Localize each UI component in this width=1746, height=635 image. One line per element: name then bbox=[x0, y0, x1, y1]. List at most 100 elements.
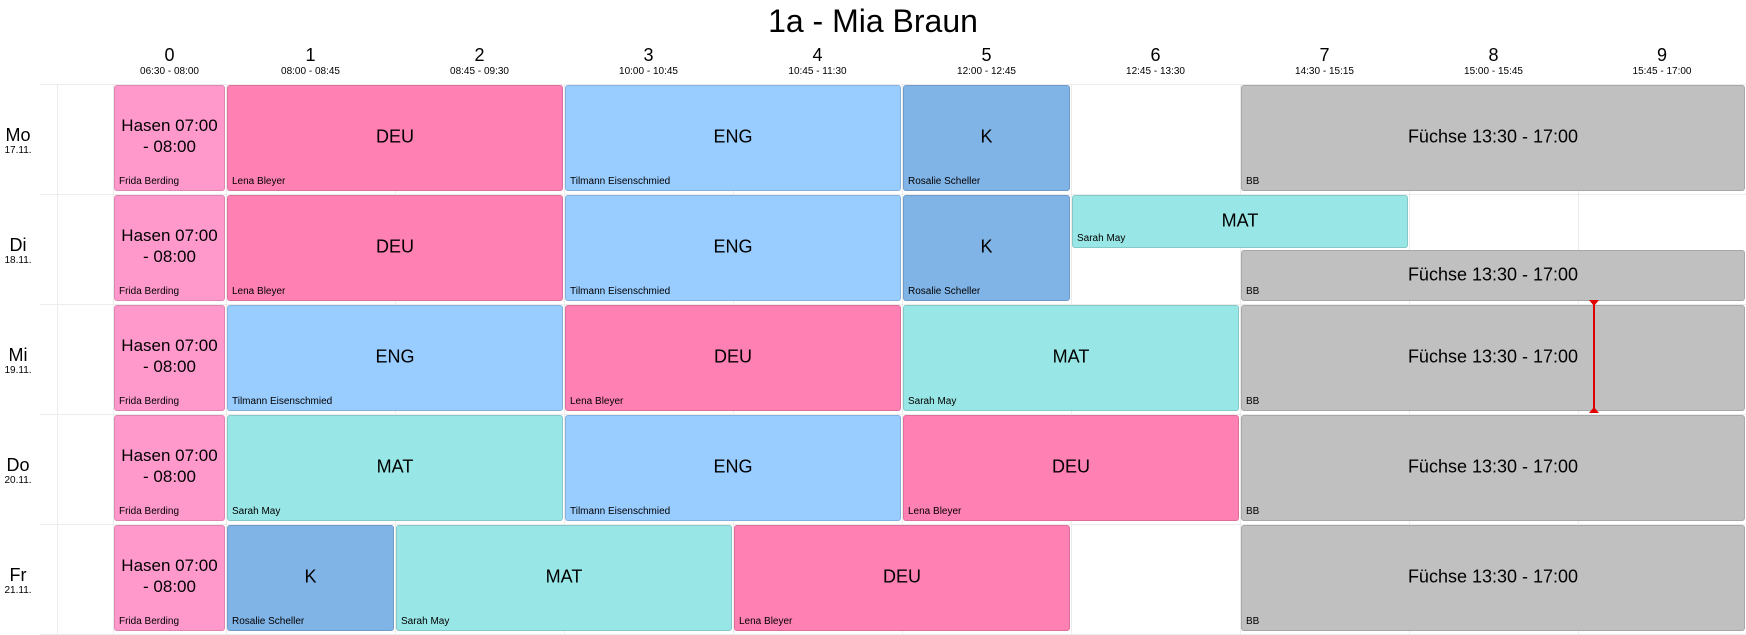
lesson-subject: MAT bbox=[1075, 210, 1405, 231]
lesson-subject: ENG bbox=[568, 236, 898, 257]
period-time: 12:00 - 12:45 bbox=[902, 66, 1071, 78]
day-label-mo: Mo 17.11. bbox=[0, 125, 36, 157]
lesson-teacher: BB bbox=[1246, 506, 1259, 518]
lesson-block[interactable]: DEU Lena Bleyer bbox=[565, 305, 901, 411]
day-name: Di bbox=[0, 235, 36, 255]
timetable-grid: 0 06:30 - 08:00 1 08:00 - 08:45 2 08:45 - 09:… bbox=[0, 0, 1746, 635]
lesson-block[interactable]: DEU Lena Bleyer bbox=[227, 85, 563, 191]
period-header-1: 1 08:00 - 08:45 bbox=[226, 45, 395, 78]
current-time-marker bbox=[1593, 300, 1595, 413]
lesson-subject: K bbox=[230, 566, 391, 587]
lesson-block[interactable]: ENG Tilmann Eisenschmied bbox=[565, 85, 901, 191]
period-header-5: 5 12:00 - 12:45 bbox=[902, 45, 1071, 78]
lesson-teacher: Sarah May bbox=[908, 396, 956, 408]
lesson-block[interactable]: MAT Sarah May bbox=[396, 525, 732, 631]
lesson-teacher: Lena Bleyer bbox=[570, 396, 623, 408]
lesson-block[interactable]: Füchse 13:30 - 17:00 BB bbox=[1241, 85, 1745, 191]
day-label-di: Di 18.11. bbox=[0, 235, 36, 267]
lesson-subject: K bbox=[906, 236, 1067, 257]
lesson-block[interactable]: DEU Lena Bleyer bbox=[734, 525, 1070, 631]
period-header-7: 7 14:30 - 15:15 bbox=[1240, 45, 1409, 78]
lesson-block[interactable]: K Rosalie Scheller bbox=[903, 195, 1070, 301]
lesson-block[interactable]: MAT Sarah May bbox=[1072, 195, 1408, 248]
lesson-subject: Hasen 07:00 - 08:00 bbox=[117, 335, 222, 377]
lesson-block[interactable]: Hasen 07:00 - 08:00 Frida Berding bbox=[114, 305, 225, 411]
lesson-block[interactable]: DEU Lena Bleyer bbox=[903, 415, 1239, 521]
period-number: 3 bbox=[564, 45, 733, 65]
lesson-block[interactable]: Füchse 13:30 - 17:00 BB bbox=[1241, 250, 1745, 301]
lesson-teacher: Lena Bleyer bbox=[232, 286, 285, 298]
lesson-subject: DEU bbox=[737, 566, 1067, 587]
lesson-subject: ENG bbox=[568, 456, 898, 477]
lesson-teacher: Frida Berding bbox=[119, 396, 179, 408]
lesson-block[interactable]: MAT Sarah May bbox=[903, 305, 1239, 411]
lesson-teacher: BB bbox=[1246, 396, 1259, 408]
lesson-block[interactable]: ENG Tilmann Eisenschmied bbox=[565, 415, 901, 521]
day-date: 20.11. bbox=[0, 475, 36, 487]
lesson-block[interactable]: Hasen 07:00 - 08:00 Frida Berding bbox=[114, 195, 225, 301]
period-number: 4 bbox=[733, 45, 902, 65]
day-label-mi: Mi 19.11. bbox=[0, 345, 36, 377]
period-header-4: 4 10:45 - 11:30 bbox=[733, 45, 902, 78]
lesson-block[interactable]: MAT Sarah May bbox=[227, 415, 563, 521]
lesson-block[interactable]: ENG Tilmann Eisenschmied bbox=[565, 195, 901, 301]
lesson-block[interactable]: Hasen 07:00 - 08:00 Frida Berding bbox=[114, 415, 225, 521]
lesson-block[interactable]: K Rosalie Scheller bbox=[227, 525, 394, 631]
marker-bottom-cap bbox=[1589, 407, 1599, 413]
lesson-block[interactable]: K Rosalie Scheller bbox=[903, 85, 1070, 191]
period-number: 7 bbox=[1240, 45, 1409, 65]
lesson-block[interactable]: Hasen 07:00 - 08:00 Frida Berding bbox=[114, 525, 225, 631]
period-time: 14:30 - 15:15 bbox=[1240, 66, 1409, 78]
period-time: 08:45 - 09:30 bbox=[395, 66, 564, 78]
period-time: 06:30 - 08:00 bbox=[113, 66, 226, 78]
lesson-subject: Hasen 07:00 - 08:00 bbox=[117, 225, 222, 267]
period-number: 9 bbox=[1578, 45, 1746, 65]
lesson-teacher: Rosalie Scheller bbox=[908, 286, 980, 298]
lesson-teacher: Frida Berding bbox=[119, 616, 179, 628]
lesson-teacher: Sarah May bbox=[1077, 233, 1125, 245]
lesson-teacher: Sarah May bbox=[401, 616, 449, 628]
lesson-block[interactable]: DEU Lena Bleyer bbox=[227, 195, 563, 301]
lesson-subject: DEU bbox=[568, 346, 898, 367]
day-date: 18.11. bbox=[0, 255, 36, 267]
lesson-teacher: Frida Berding bbox=[119, 176, 179, 188]
period-number: 2 bbox=[395, 45, 564, 65]
lesson-subject: Füchse 13:30 - 17:00 bbox=[1244, 264, 1742, 285]
day-date: 21.11. bbox=[0, 585, 36, 597]
lesson-block[interactable]: Hasen 07:00 - 08:00 Frida Berding bbox=[114, 85, 225, 191]
lesson-block[interactable]: Füchse 13:30 - 17:00 BB bbox=[1241, 525, 1745, 631]
day-label-do: Do 20.11. bbox=[0, 455, 36, 487]
grid-vline bbox=[57, 85, 58, 635]
lesson-teacher: Frida Berding bbox=[119, 286, 179, 298]
marker-top-cap bbox=[1589, 300, 1599, 306]
lesson-teacher: Rosalie Scheller bbox=[908, 176, 980, 188]
lesson-block[interactable]: Füchse 13:30 - 17:00 BB bbox=[1241, 305, 1745, 411]
day-name: Do bbox=[0, 455, 36, 475]
lesson-subject: Hasen 07:00 - 08:00 bbox=[117, 555, 222, 597]
lesson-teacher: BB bbox=[1246, 286, 1259, 298]
period-header-8: 8 15:00 - 15:45 bbox=[1409, 45, 1578, 78]
day-name: Mi bbox=[0, 345, 36, 365]
period-header-2: 2 08:45 - 09:30 bbox=[395, 45, 564, 78]
lesson-teacher: Sarah May bbox=[232, 506, 280, 518]
day-label-fr: Fr 21.11. bbox=[0, 565, 36, 597]
lesson-subject: DEU bbox=[230, 236, 560, 257]
day-name: Mo bbox=[0, 125, 36, 145]
lesson-subject: DEU bbox=[230, 126, 560, 147]
period-time: 10:00 - 10:45 bbox=[564, 66, 733, 78]
lesson-teacher: Rosalie Scheller bbox=[232, 616, 304, 628]
period-number: 0 bbox=[113, 45, 226, 65]
period-number: 6 bbox=[1071, 45, 1240, 65]
day-date: 19.11. bbox=[0, 365, 36, 377]
lesson-block[interactable]: ENG Tilmann Eisenschmied bbox=[227, 305, 563, 411]
period-number: 8 bbox=[1409, 45, 1578, 65]
period-number: 1 bbox=[226, 45, 395, 65]
lesson-subject: Füchse 13:30 - 17:00 bbox=[1244, 126, 1742, 147]
lesson-subject: ENG bbox=[230, 346, 560, 367]
lesson-block[interactable]: Füchse 13:30 - 17:00 BB bbox=[1241, 415, 1745, 521]
period-time: 10:45 - 11:30 bbox=[733, 66, 902, 78]
period-header-3: 3 10:00 - 10:45 bbox=[564, 45, 733, 78]
period-header-0: 0 06:30 - 08:00 bbox=[113, 45, 226, 78]
lesson-subject: Hasen 07:00 - 08:00 bbox=[117, 445, 222, 487]
lesson-subject: ENG bbox=[568, 126, 898, 147]
